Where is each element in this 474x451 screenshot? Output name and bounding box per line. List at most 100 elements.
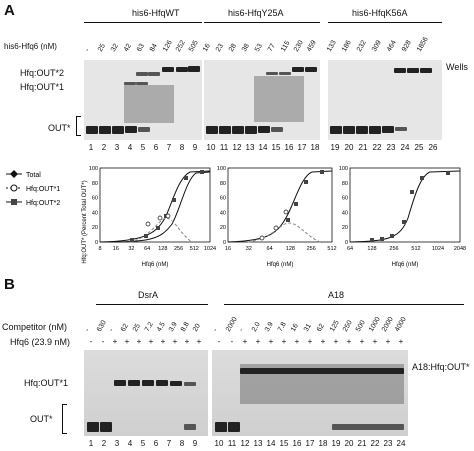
conc-value: 23: [214, 42, 225, 53]
hfq-sign: +: [333, 337, 339, 346]
competitor-value: 31: [302, 322, 313, 333]
gel2-title: his6-HfqY25A: [228, 8, 284, 18]
plot2-xlabel: Hfq6 (nM): [267, 262, 294, 268]
plot-y25a: 0 20 40 60 80 100 16 32 64 128 256 512: [217, 166, 337, 252]
lane-number: 11: [219, 143, 229, 152]
conc-value: 63: [135, 42, 146, 53]
hfq-sign: -: [230, 337, 234, 346]
band: [136, 72, 148, 76]
band: [232, 126, 244, 134]
x-tick-label: 512: [327, 246, 336, 252]
competitor-value: 3.9: [167, 321, 179, 333]
lane-number: 2: [101, 143, 107, 152]
band: [162, 67, 174, 72]
b-out-bracket: [62, 404, 67, 434]
competitor-value: 25: [131, 322, 142, 333]
band: [206, 126, 218, 134]
y-tick-label: 100: [339, 166, 348, 172]
competitor-value: -: [107, 327, 116, 333]
competitor-value: 630: [95, 319, 108, 333]
gel1-title-rule: [84, 22, 202, 23]
band: [407, 68, 419, 73]
lane-number: 3: [114, 439, 120, 448]
y-tick-label: 0: [223, 240, 226, 246]
hfq-sign: +: [172, 337, 178, 346]
competitor-value: 4000: [393, 316, 408, 333]
band-label-wells: Wells: [446, 62, 468, 72]
hfq-sign: +: [307, 337, 313, 346]
conc-value: 928: [400, 39, 413, 53]
lane-number: 8: [179, 439, 185, 448]
lane-number: 24: [396, 439, 406, 448]
band: [279, 72, 291, 75]
lane-number: 20: [344, 143, 354, 152]
band: [215, 422, 227, 432]
plot-wt: 0 20 40 60 80 100 8 16 32 64 128 256 512 1024: [89, 166, 216, 252]
conc-value: 126: [161, 39, 174, 53]
hfq-sign: +: [385, 337, 391, 346]
hfq-sign: +: [372, 337, 378, 346]
lane-number: 14: [266, 439, 276, 448]
plot1-xlabel: Hfq6 (nM): [142, 262, 169, 268]
lane-number: 6: [153, 143, 159, 152]
conc-value: 28: [227, 42, 238, 53]
band: [124, 82, 136, 85]
conc-label: his6-Hfq6 (nM): [4, 42, 57, 51]
y-tick-label: 80: [342, 181, 348, 187]
gelB2-title: A18: [328, 290, 345, 300]
band: [170, 381, 182, 386]
competitor-value: -: [83, 327, 92, 333]
y-tick-label: 20: [342, 225, 348, 231]
band: [87, 422, 99, 432]
hfq-sign: +: [294, 337, 300, 346]
hfq-sign: -: [217, 337, 221, 346]
conc-value: 252: [174, 39, 187, 53]
conc-value: 53: [253, 42, 264, 53]
hfq-sign: +: [359, 337, 365, 346]
hfq-sign: -: [89, 337, 93, 346]
band: [258, 126, 270, 133]
hfq-label: Hfq6 (23.9 nM): [10, 337, 71, 347]
y-tick-label: 60: [92, 196, 98, 202]
legend-square-icon: [11, 199, 17, 205]
band: [128, 380, 140, 386]
gelB1-title-rule: [96, 304, 208, 305]
legend-out1: Hfq:OUT*1: [26, 186, 60, 193]
x-tick-label: 512: [411, 246, 420, 252]
band: [99, 126, 111, 134]
band: [156, 380, 168, 386]
y-tick-label: 20: [220, 225, 226, 231]
lane-number: 13: [253, 439, 263, 448]
lane-number: 24: [400, 143, 410, 152]
y-tick-label: 40: [342, 210, 348, 216]
hfq-sign: +: [255, 337, 261, 346]
plot-k56a: 0 20 40 60 80 100 64 128 256 512 1024 2048: [339, 166, 466, 252]
gel-k56a: [328, 60, 442, 140]
x-tick-label: 8: [98, 246, 101, 252]
band: [138, 127, 150, 132]
gel-y25a: [204, 60, 320, 140]
x-tick-label: 256: [174, 246, 183, 252]
y-tick-label: 80: [220, 181, 226, 187]
band: [228, 422, 240, 432]
gel3-title: his6-HfqK56A: [352, 8, 408, 18]
x-tick-label: 256: [307, 246, 316, 252]
conc-value: 115: [279, 39, 292, 53]
competitor-value: -: [237, 327, 246, 333]
smear: [254, 76, 304, 122]
b-band-label-out: OUT*: [30, 414, 53, 424]
lane-number: 12: [232, 143, 242, 152]
lane-number: 14: [258, 143, 268, 152]
lane-number: 15: [279, 439, 289, 448]
band: [332, 424, 404, 430]
lane-number: 23: [386, 143, 396, 152]
band: [184, 424, 196, 430]
conc-value: 133: [325, 39, 338, 53]
x-tick-label: 1024: [204, 246, 216, 252]
conc-value: 230: [292, 39, 305, 53]
lane-number: 19: [331, 439, 341, 448]
legend-diamond-icon: [10, 170, 18, 178]
competitor-value: 7.2: [143, 321, 155, 333]
band: [125, 126, 137, 133]
competitor-value: 16: [289, 322, 300, 333]
